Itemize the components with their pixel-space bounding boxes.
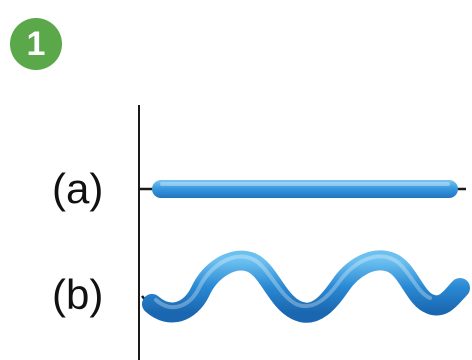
straight-balloon-highlight (160, 182, 450, 186)
label-b: (b) (52, 271, 104, 318)
wavy-balloon-body (142, 250, 470, 323)
wavy-balloon-highlight (154, 254, 432, 310)
wavy-balloon (141, 250, 470, 323)
label-a: (a) (52, 165, 104, 212)
vertical-axis-line (138, 105, 140, 360)
straight-balloon-body (152, 180, 458, 198)
straight-balloon (140, 180, 466, 198)
step-number-badge: 1 (10, 18, 62, 70)
